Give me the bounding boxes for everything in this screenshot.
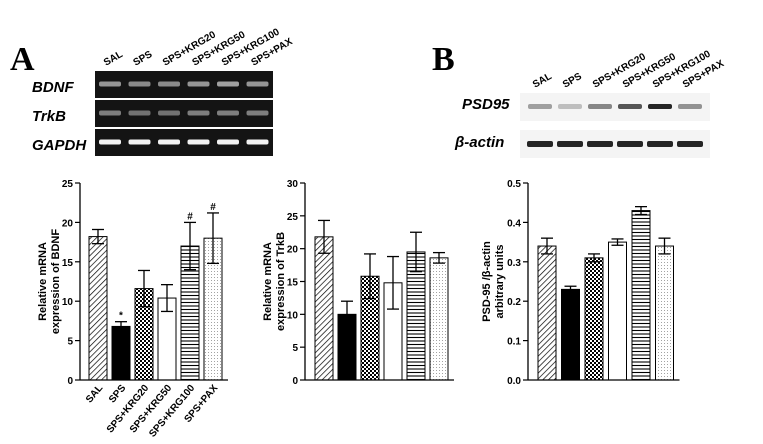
lane-label: SAL bbox=[531, 71, 554, 91]
gel-band bbox=[246, 110, 269, 116]
blot-band bbox=[587, 141, 613, 147]
y-tick-label: 0.5 bbox=[507, 179, 521, 190]
gel-band bbox=[128, 81, 151, 87]
gel-band bbox=[187, 81, 210, 87]
bar bbox=[537, 245, 557, 381]
lane-labels-b: SAL SPS SPS+KRG20SPS+KRG50SPS+KRG100SPS+PA… bbox=[531, 48, 726, 90]
gel-band bbox=[128, 110, 151, 116]
y-tick-label: 20 bbox=[287, 245, 299, 256]
western-blot-b: SAL SPS SPS+KRG20SPS+KRG50SPS+KRG100SPS+PA… bbox=[454, 48, 726, 158]
chart-bdnf-mrna: 0 5 10 15 20 25 Relative mRNA expression of BDN… bbox=[37, 179, 228, 440]
blot-band bbox=[647, 141, 673, 147]
gene-label-bdnf: BDNF bbox=[32, 79, 74, 96]
blot-band bbox=[678, 104, 702, 109]
gel-band bbox=[187, 139, 210, 145]
gel-band bbox=[99, 110, 121, 116]
gel-band bbox=[187, 110, 210, 116]
gel-band bbox=[217, 81, 239, 87]
bar bbox=[314, 236, 334, 381]
bar bbox=[429, 257, 449, 381]
blot-band bbox=[557, 141, 583, 147]
y-tick-label: 0.2 bbox=[507, 297, 521, 308]
lane-label: SPS bbox=[561, 71, 584, 91]
gel-band bbox=[128, 139, 151, 145]
y-tick-label: 15 bbox=[287, 278, 299, 289]
y-tick-label: 5 bbox=[67, 337, 73, 348]
y-tick-label: 15 bbox=[62, 258, 74, 269]
blot-band bbox=[617, 141, 643, 147]
bar bbox=[561, 288, 580, 381]
blot-band bbox=[588, 104, 612, 109]
y-axis-title: arbitrary units bbox=[494, 245, 506, 319]
blot-band bbox=[618, 104, 642, 109]
significance-mark: * bbox=[119, 311, 123, 322]
y-axis-title: Relative mRNA bbox=[262, 242, 274, 321]
y-tick-label: 30 bbox=[287, 179, 299, 190]
gel-band bbox=[158, 81, 180, 87]
blot-band bbox=[558, 104, 582, 109]
gel-band bbox=[246, 139, 269, 145]
y-tick-label: 0.0 bbox=[507, 376, 521, 387]
bar bbox=[111, 325, 131, 381]
significance-mark: # bbox=[187, 211, 193, 222]
protein-label-psd95: PSD95 bbox=[462, 96, 510, 113]
panel-label-a: A bbox=[10, 41, 35, 78]
y-tick-label: 0.1 bbox=[507, 337, 521, 348]
y-tick-label: 25 bbox=[287, 212, 299, 223]
gel-band bbox=[158, 139, 180, 145]
blot-band bbox=[648, 104, 672, 109]
lane-label: SAL bbox=[102, 49, 125, 69]
y-tick-label: 0 bbox=[67, 376, 73, 387]
y-axis-title: expression of BDNF bbox=[50, 229, 62, 334]
gene-label-trkb: TrkB bbox=[32, 108, 66, 125]
gel-strip-bdnf bbox=[95, 71, 273, 98]
x-tick-label: SAL bbox=[84, 383, 105, 405]
panel-label-b: B bbox=[432, 41, 455, 78]
y-tick-label: 0 bbox=[292, 376, 298, 387]
protein-label-beta-actin: β-actin bbox=[454, 134, 504, 151]
gel-band bbox=[99, 139, 121, 145]
gel-band bbox=[246, 81, 269, 87]
gene-label-gapdh: GAPDH bbox=[32, 137, 87, 154]
bar bbox=[88, 236, 108, 381]
bar bbox=[655, 245, 674, 381]
gel-band bbox=[158, 110, 180, 116]
gel-blot-a: SAL SPS SPS+KRG20SPS+KRG50SPS+KRG100SPS+PA… bbox=[32, 26, 295, 156]
bar bbox=[631, 210, 651, 381]
blot-band bbox=[528, 104, 552, 109]
x-tick-label: SPS bbox=[107, 383, 129, 406]
gel-band bbox=[217, 139, 239, 145]
y-tick-label: 10 bbox=[62, 297, 74, 308]
y-tick-label: 25 bbox=[62, 179, 74, 190]
chart-trkb-mrna: 0 5 10 15 20 25 30 Relative mRNA expression of T… bbox=[262, 179, 454, 387]
blot-bands-b bbox=[527, 104, 703, 147]
lane-labels-a: SAL SPS SPS+KRG20SPS+KRG50SPS+KRG100SPS+PA… bbox=[102, 26, 295, 68]
bar bbox=[608, 241, 627, 381]
gel-strip-trkb bbox=[95, 100, 273, 127]
lane-label: SPS bbox=[132, 49, 155, 69]
y-axis-title: PSD-95 /β-actin bbox=[481, 241, 493, 322]
significance-mark: # bbox=[210, 202, 216, 213]
gel-band bbox=[99, 81, 121, 87]
y-tick-label: 5 bbox=[292, 343, 298, 354]
y-axis-title: expression of TrkB bbox=[275, 232, 287, 331]
gel-strip-gapdh bbox=[95, 129, 273, 156]
gel-band bbox=[217, 110, 239, 116]
blot-strip-psd95 bbox=[520, 93, 710, 121]
bar bbox=[584, 257, 604, 381]
y-tick-label: 0.3 bbox=[507, 258, 521, 269]
blot-band bbox=[677, 141, 703, 147]
y-tick-label: 20 bbox=[62, 218, 74, 229]
y-axis-title: Relative mRNA bbox=[37, 242, 49, 321]
chart-psd95-protein: 0.0 0.1 0.2 0.3 0.4 0.5 PSD-95 /β-actin arbitra… bbox=[481, 179, 680, 387]
gel-bands-a bbox=[99, 81, 269, 145]
y-tick-label: 0.4 bbox=[507, 218, 521, 229]
y-tick-label: 10 bbox=[287, 310, 299, 321]
blot-band bbox=[527, 141, 553, 147]
